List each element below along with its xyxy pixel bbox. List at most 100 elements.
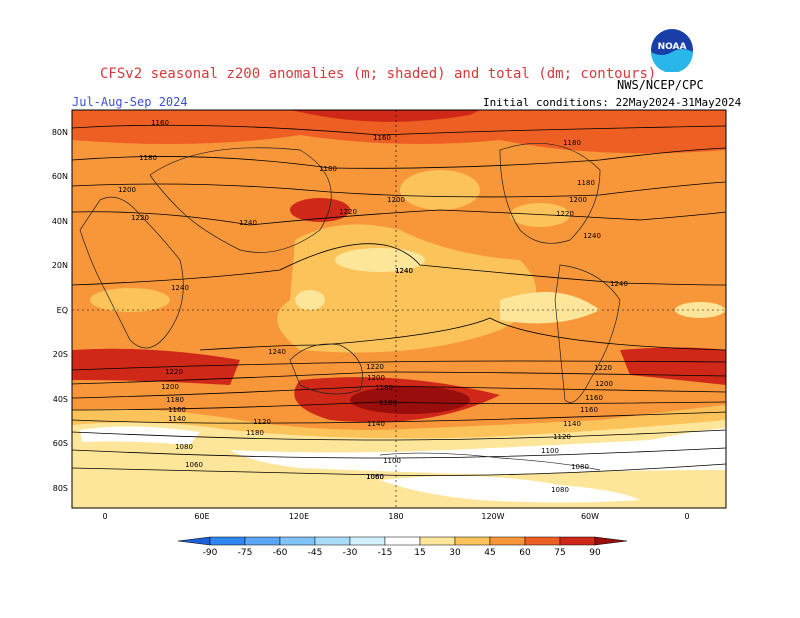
colorbar-arrow-low xyxy=(177,536,211,546)
contour-label: 1180 xyxy=(577,179,595,187)
grid-lines xyxy=(72,110,726,508)
contour-label: 1180 xyxy=(139,154,157,162)
colorbar-label: -75 xyxy=(238,548,253,558)
lat-label: 20S xyxy=(53,350,68,359)
lon-label: 60W xyxy=(581,512,599,521)
contour-label: 1180 xyxy=(166,396,184,404)
lat-label: 40N xyxy=(52,217,68,226)
contour-label: 1200 xyxy=(569,196,587,204)
colorbar-label: -90 xyxy=(203,548,218,558)
period-label: Jul-Aug-Sep 2024 xyxy=(72,95,188,109)
colorbar-cell xyxy=(314,536,351,546)
colorbar-label: -60 xyxy=(273,548,288,558)
plot-frame xyxy=(71,109,727,509)
contour-label: 1160 xyxy=(151,119,169,127)
contour-label: 1060 xyxy=(185,461,203,469)
svg-text:NOAA: NOAA xyxy=(658,42,687,52)
contour-label: 1080 xyxy=(551,486,569,494)
colorbar-label: 60 xyxy=(519,548,531,558)
contour-label: 1220 xyxy=(366,363,384,371)
contour-label: 1160 xyxy=(168,406,186,414)
contour-label: 1200 xyxy=(367,374,385,382)
contour-label: 1160 xyxy=(373,134,391,142)
contour-label: 1120 xyxy=(253,418,271,426)
contour-label: 1200 xyxy=(595,380,613,388)
credit-label: NWS/NCEP/CPC xyxy=(617,78,704,92)
contour-label: 1120 xyxy=(553,433,571,441)
contour-label: 1100 xyxy=(541,447,559,455)
contour-label: 1220 xyxy=(339,208,357,216)
noaa-logo: NOAA xyxy=(651,29,693,72)
colorbar-label: -30 xyxy=(343,548,358,558)
colorbar-cell xyxy=(419,536,456,546)
colorbar-label: 30 xyxy=(449,548,461,558)
colorbar-cell xyxy=(559,536,596,546)
lat-label: 60N xyxy=(52,172,68,181)
lon-axis: 0 60E 120E 180 120W 60W 0 xyxy=(102,512,689,521)
contour-label: 1240 xyxy=(395,267,413,275)
lon-label: 0 xyxy=(102,512,107,521)
contour-labels: 1160 1180 1200 1220 1240 1180 1220 1200 … xyxy=(118,119,628,494)
contour-label: 1240 xyxy=(610,280,628,288)
contour-label: 1200 xyxy=(387,196,405,204)
contour-label: 1180 xyxy=(375,384,393,392)
lat-label: 60S xyxy=(53,439,68,448)
colorbar-label: -45 xyxy=(308,548,323,558)
contour-label: 1220 xyxy=(556,210,574,218)
colorbar-label: 45 xyxy=(484,548,495,558)
colorbar-cell xyxy=(384,536,421,546)
contour-label: 1140 xyxy=(563,420,581,428)
contour-label: 1180 xyxy=(379,399,397,407)
lon-label: 60E xyxy=(194,512,209,521)
contour-label: 1080 xyxy=(571,463,589,471)
lat-label: 40S xyxy=(53,395,68,404)
contour-label: 1180 xyxy=(563,139,581,147)
contour-label: 1100 xyxy=(383,457,401,465)
contour-label: 1160 xyxy=(585,394,603,402)
contour-label: 1200 xyxy=(118,186,136,194)
contour-label: 1240 xyxy=(583,232,601,240)
map-title: CFSv2 seasonal z200 anomalies (m; shaded… xyxy=(100,66,657,82)
contour-label: 1140 xyxy=(367,420,385,428)
total-contours xyxy=(72,124,726,476)
colorbar-cell xyxy=(489,536,526,546)
lat-label: 80S xyxy=(53,484,68,493)
contour-label: 1200 xyxy=(161,383,179,391)
colorbar-cell xyxy=(209,536,246,546)
colorbar-cell xyxy=(279,536,316,546)
colorbar-arrow-high xyxy=(594,536,628,546)
lon-label: 0 xyxy=(684,512,689,521)
shaded-anomalies xyxy=(72,110,726,508)
contour-label: 1220 xyxy=(594,364,612,372)
lat-axis: 80N 60N 40N 20N EQ 20S 40S 60S 80S xyxy=(52,128,68,493)
lon-label: 120E xyxy=(289,512,309,521)
colorbar-cell xyxy=(349,536,386,546)
colorbar-label: 15 xyxy=(414,548,425,558)
contour-label: 1240 xyxy=(171,284,189,292)
contour-label: 1060 xyxy=(366,473,384,481)
contour-label: 1240 xyxy=(268,348,286,356)
colorbar-label: 90 xyxy=(589,548,601,558)
contour-label: 1140 xyxy=(168,415,186,423)
lon-label: 180 xyxy=(388,512,403,521)
contour-label: 1160 xyxy=(580,406,598,414)
lat-label: 80N xyxy=(52,128,68,137)
contour-label: 1060 xyxy=(366,473,384,481)
lon-label: 120W xyxy=(481,512,504,521)
contour-label: 1080 xyxy=(175,443,193,451)
contour-label: 1180 xyxy=(319,165,337,173)
colorbar-cell xyxy=(524,536,561,546)
colorbar-label: 75 xyxy=(554,548,565,558)
initial-conditions-label: Initial conditions: 22May2024-31May2024 xyxy=(483,96,742,109)
lat-label: 20N xyxy=(52,261,68,270)
contour-label: 1220 xyxy=(165,368,183,376)
lat-label: EQ xyxy=(57,306,68,315)
colorbar: -90 -75 -60 -45 -30 -15 15 30 45 60 75 90 xyxy=(177,536,628,558)
colorbar-cell xyxy=(454,536,491,546)
contour-label: 1220 xyxy=(131,214,149,222)
contour-label: 1180 xyxy=(246,429,264,437)
colorbar-label: -15 xyxy=(378,548,393,558)
contour-label: 1240 xyxy=(395,267,413,275)
contour-label: 1240 xyxy=(239,219,257,227)
